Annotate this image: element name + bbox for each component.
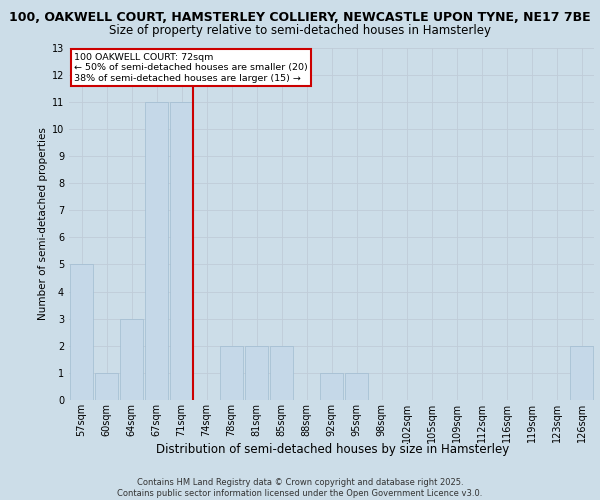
Text: Distribution of semi-detached houses by size in Hamsterley: Distribution of semi-detached houses by … bbox=[157, 442, 509, 456]
Bar bbox=[569, 346, 593, 400]
Text: 100, OAKWELL COURT, HAMSTERLEY COLLIERY, NEWCASTLE UPON TYNE, NE17 7BE: 100, OAKWELL COURT, HAMSTERLEY COLLIERY,… bbox=[9, 11, 591, 24]
Bar bbox=[344, 373, 368, 400]
Bar bbox=[70, 264, 94, 400]
Bar bbox=[95, 373, 118, 400]
Bar bbox=[269, 346, 293, 400]
Bar bbox=[145, 102, 169, 400]
Text: Contains HM Land Registry data © Crown copyright and database right 2025.
Contai: Contains HM Land Registry data © Crown c… bbox=[118, 478, 482, 498]
Bar bbox=[245, 346, 268, 400]
Bar bbox=[170, 102, 193, 400]
Text: 100 OAKWELL COURT: 72sqm
← 50% of semi-detached houses are smaller (20)
38% of s: 100 OAKWELL COURT: 72sqm ← 50% of semi-d… bbox=[74, 53, 308, 82]
Text: Size of property relative to semi-detached houses in Hamsterley: Size of property relative to semi-detach… bbox=[109, 24, 491, 37]
Bar bbox=[220, 346, 244, 400]
Bar bbox=[320, 373, 343, 400]
Bar bbox=[119, 318, 143, 400]
Y-axis label: Number of semi-detached properties: Number of semi-detached properties bbox=[38, 128, 47, 320]
